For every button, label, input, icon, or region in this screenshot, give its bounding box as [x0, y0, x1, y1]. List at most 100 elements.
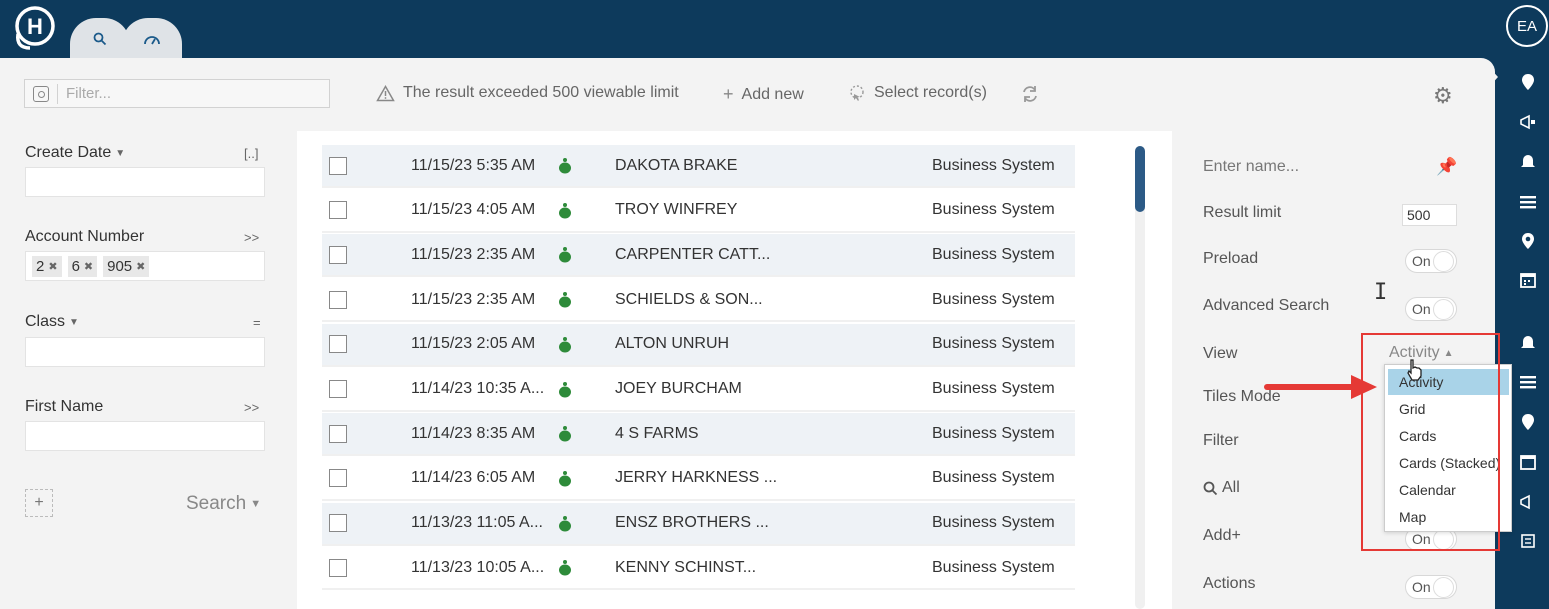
camera-filter-icon[interactable] [33, 85, 49, 102]
user-avatar[interactable]: EA [1506, 5, 1548, 47]
view-select[interactable]: Activity ▲ [1389, 344, 1454, 362]
all-filter-button[interactable]: All [1203, 479, 1240, 497]
map-marker-icon-secondary[interactable] [1516, 410, 1540, 434]
calendar-icon-secondary[interactable] [1516, 450, 1540, 474]
row-name: DAKOTA BRAKE [615, 156, 738, 174]
logo-letter: H [27, 14, 43, 39]
text-cursor-icon: I [1374, 280, 1388, 305]
account-number-operator[interactable]: >> [244, 230, 260, 245]
green-pin-icon [559, 247, 571, 263]
select-records-button[interactable]: Select record(s) [848, 84, 987, 102]
table-row[interactable]: 11/15/23 5:35 AM DAKOTA BRAKE Business Sys… [322, 145, 1075, 188]
app-logo[interactable]: H [8, 4, 58, 54]
row-system: Business System [932, 514, 1055, 532]
row-checkbox[interactable] [329, 424, 347, 443]
bell-icon[interactable] [1516, 149, 1540, 173]
row-date: 11/15/23 2:35 AM [411, 245, 536, 263]
view-option-calendar[interactable]: Calendar [1399, 482, 1456, 498]
location-pin-icon[interactable] [1516, 70, 1540, 94]
class-field[interactable] [25, 337, 265, 367]
add-new-button[interactable]: + Add new [723, 84, 804, 105]
megaphone-icon[interactable] [1516, 110, 1540, 134]
advanced-search-toggle[interactable]: On [1405, 297, 1457, 321]
row-checkbox[interactable] [329, 558, 347, 577]
calendar-icon[interactable] [1516, 268, 1540, 292]
scrollbar-track[interactable] [1135, 146, 1145, 609]
result-limit-input[interactable]: 500 [1402, 204, 1457, 226]
table-row[interactable]: 11/15/23 2:35 AM SCHIELDS & SON... Busines… [322, 279, 1075, 323]
add-filter-button[interactable]: + [25, 489, 53, 517]
table-row[interactable]: 11/15/23 2:35 AM CARPENTER CATT... Busines… [322, 234, 1075, 278]
first-name-field[interactable] [25, 421, 265, 451]
table-row[interactable]: 11/13/23 10:05 A... KENNY SCHINST... Busin… [322, 547, 1075, 591]
row-checkbox[interactable] [329, 469, 347, 488]
chip-label: 905 [107, 258, 133, 275]
chip-remove-icon[interactable]: ✖ [136, 261, 146, 273]
green-pin-icon [559, 292, 571, 308]
row-checkbox[interactable] [329, 290, 347, 309]
row-checkbox[interactable] [329, 380, 347, 398]
create-date-range-toggle[interactable]: [..] [244, 146, 259, 161]
tab-dashboard[interactable] [122, 18, 182, 60]
table-row[interactable]: 11/15/23 2:05 AM ALTON UNRUH Business Syst… [322, 323, 1075, 367]
create-date-label[interactable]: Create Date ▼ [25, 144, 125, 162]
row-system: Business System [932, 424, 1055, 442]
menu-list-icon[interactable] [1516, 190, 1540, 214]
all-label: All [1222, 479, 1240, 496]
row-checkbox[interactable] [329, 335, 347, 354]
row-checkbox[interactable] [329, 245, 347, 264]
first-name-operator[interactable]: >> [244, 400, 260, 415]
green-pin-icon [559, 202, 571, 219]
view-option-map[interactable]: Map [1399, 509, 1427, 525]
chip-remove-icon[interactable]: ✖ [48, 261, 58, 273]
search-icon [93, 32, 107, 46]
dashboard-gauge-icon [144, 36, 160, 45]
account-chip[interactable]: 905 ✖ [103, 256, 150, 277]
row-checkbox[interactable] [329, 201, 347, 220]
refresh-button[interactable] [1020, 84, 1040, 104]
chevron-down-icon: ▼ [115, 147, 126, 159]
table-row[interactable]: 11/15/23 4:05 AM TROY WINFREY Business Sys… [322, 190, 1075, 233]
table-row[interactable]: 11/14/23 8:35 AM 4 S FARMS Business System [322, 413, 1075, 457]
map-marker-icon[interactable] [1516, 229, 1540, 253]
first-name-text: First Name [25, 398, 104, 415]
refresh-icon [1023, 86, 1037, 102]
tab-search[interactable] [70, 18, 130, 60]
preload-toggle[interactable]: On [1405, 249, 1457, 273]
scrollbar-thumb[interactable] [1135, 146, 1145, 212]
account-chip[interactable]: 6 ✖ [67, 256, 98, 277]
chip-remove-icon[interactable]: ✖ [83, 261, 94, 273]
name-input[interactable]: Enter name... [1203, 158, 1300, 175]
search-button[interactable]: Search ▼ [186, 493, 261, 515]
bell-icon-secondary[interactable] [1516, 330, 1540, 354]
table-row[interactable]: 11/14/23 6:05 AM JERRY HARKNESS ... Busine… [322, 458, 1075, 501]
tiles-mode-label: Tiles Mode [1203, 388, 1281, 405]
class-text: Class [25, 313, 66, 330]
filter-bar[interactable] [24, 79, 330, 108]
create-date-field[interactable] [25, 167, 265, 197]
account-chip[interactable]: 2 ✖ [32, 256, 62, 277]
view-dropdown-menu: Activity Grid Cards Cards (Stacked) Cale… [1384, 364, 1512, 532]
view-option-cards-stacked[interactable]: Cards (Stacked) [1399, 455, 1501, 471]
menu-list-icon-secondary[interactable] [1516, 370, 1540, 394]
account-number-field[interactable]: 2 ✖ 6 ✖ 905 ✖ [25, 251, 265, 281]
pin-icon[interactable]: 📌 [1436, 157, 1458, 176]
megaphone-icon-secondary[interactable] [1516, 490, 1540, 514]
annotation-arrow-icon [1264, 375, 1377, 399]
table-row[interactable]: 11/13/23 11:05 A... ENSZ BROTHERS ... Busi… [322, 502, 1075, 546]
green-pin-icon [559, 560, 571, 576]
view-option-cards[interactable]: Cards [1399, 428, 1437, 444]
advanced-search-state: On [1412, 301, 1431, 317]
select-pointer-icon [850, 85, 864, 101]
table-row[interactable]: 11/14/23 10:35 A... JOEY BURCHAM Business … [322, 369, 1075, 412]
filter-input[interactable] [66, 85, 306, 102]
view-option-grid[interactable]: Grid [1399, 401, 1426, 417]
row-checkbox[interactable] [329, 514, 347, 533]
actions-toggle[interactable]: On [1405, 575, 1457, 599]
settings-gear-icon[interactable]: ⚙ [1433, 83, 1453, 108]
class-label[interactable]: Class ▼ [25, 313, 79, 331]
list-icon[interactable] [1516, 529, 1540, 553]
row-checkbox[interactable] [329, 156, 347, 175]
limit-warning: The result exceeded 500 viewable limit [376, 84, 679, 102]
class-operator[interactable]: = [253, 315, 261, 330]
